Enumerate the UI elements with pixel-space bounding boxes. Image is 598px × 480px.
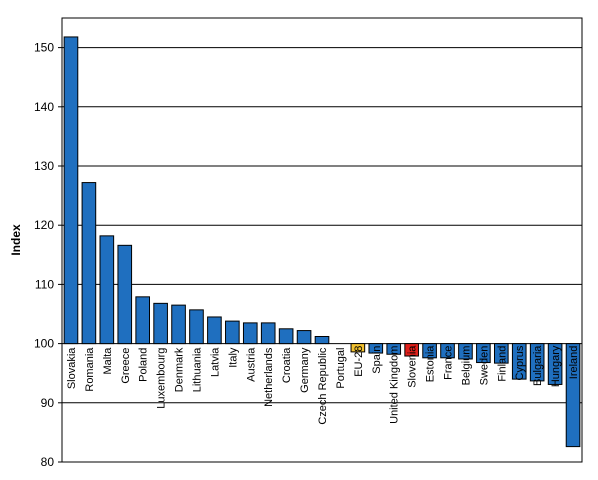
bar-hungary <box>547 343 563 385</box>
bar-slovakia <box>63 36 79 345</box>
category-label: Croatia <box>281 347 293 383</box>
y-tick-label: 100 <box>34 337 54 351</box>
category-label: Latvia <box>209 347 221 377</box>
bar-latvia <box>207 316 222 345</box>
bar-italy <box>225 320 240 345</box>
bar-france <box>440 343 455 359</box>
category-label: Slovenia <box>407 345 419 388</box>
y-tick-label: 80 <box>41 455 55 469</box>
category-label: Sweden <box>478 346 490 386</box>
bar-estonia <box>422 343 437 359</box>
category-label: Czech Republic <box>317 347 329 425</box>
category-label: Denmark <box>174 347 186 392</box>
y-tick-label: 110 <box>35 277 54 291</box>
category-label: Poland <box>138 348 150 382</box>
category-labels: Slovakia Romania Malta Greece Poland Luxembou… <box>66 345 580 425</box>
bar-lithuania <box>189 309 204 345</box>
category-label: United Kingdom <box>389 346 401 424</box>
category-label: Netherlands <box>263 347 275 407</box>
category-label: Ireland <box>568 346 580 380</box>
y-tick-label: 150 <box>34 41 54 55</box>
bar-netherlands <box>260 322 276 345</box>
category-label: Germany <box>299 347 311 393</box>
category-label: Italy <box>227 347 239 368</box>
y-axis-ticks: 80 90 100 110 120 130 140 150 <box>34 41 62 469</box>
category-label: Estonia <box>425 345 437 383</box>
category-label: France <box>443 346 455 380</box>
y-tick-label: 130 <box>34 159 54 173</box>
bar-united-kingdom <box>386 343 402 355</box>
y-tick-label: 90 <box>41 396 55 410</box>
bar-sweden <box>476 343 491 364</box>
category-label: Portugal <box>335 348 347 389</box>
bar-finland <box>493 343 509 364</box>
bar-spain <box>368 343 384 354</box>
category-label: Luxembourg <box>156 348 168 409</box>
category-label: Austria <box>245 347 257 382</box>
bar-greece <box>117 244 133 345</box>
bar-czech-republic <box>314 335 330 345</box>
bar-eu-28 <box>350 343 366 353</box>
category-label: Malta <box>102 347 114 375</box>
category-label: Finland <box>496 346 508 382</box>
bar-bulgaria <box>529 343 545 382</box>
bar-malta <box>99 235 115 345</box>
bar-luxembourg <box>153 302 168 345</box>
category-label: Cyprus <box>514 345 526 380</box>
category-label: Bulgaria <box>532 345 544 386</box>
category-label: Greece <box>120 348 132 384</box>
bars <box>63 36 581 448</box>
bar-poland <box>135 296 151 345</box>
y-tick-label: 120 <box>34 218 54 232</box>
bar-slovenia <box>404 343 419 357</box>
bar-austria <box>242 322 258 345</box>
bar-cyprus <box>511 343 527 380</box>
category-label: Lithuania <box>191 347 203 393</box>
category-label: Hungary <box>550 345 562 387</box>
y-tick-label: 140 <box>34 100 54 114</box>
category-label: Slovakia <box>66 347 78 389</box>
bar-ireland <box>565 343 581 448</box>
bar-denmark <box>171 304 186 345</box>
bar-germany <box>296 330 312 345</box>
category-label: Spain <box>371 346 383 374</box>
category-label: Romania <box>84 347 96 392</box>
bar-croatia <box>278 328 294 345</box>
y-axis-label: Index <box>9 224 23 256</box>
bar-romania <box>81 182 97 345</box>
bar-belgium <box>458 343 473 360</box>
category-label: EU-28 <box>353 346 365 377</box>
category-label: Belgium <box>460 346 472 386</box>
plot-frame <box>61 17 583 463</box>
